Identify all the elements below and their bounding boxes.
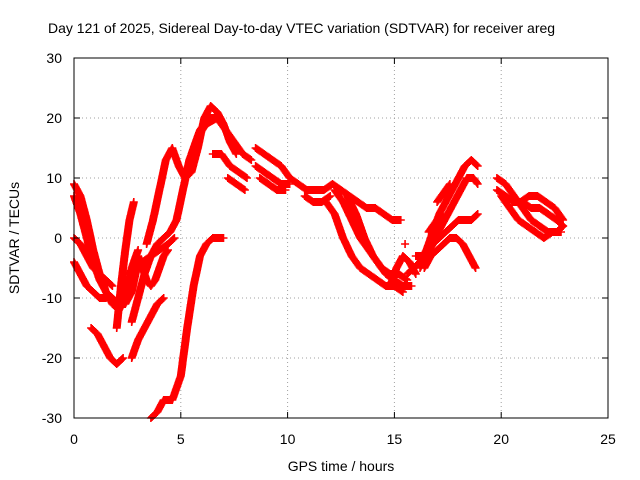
point-marks	[416, 210, 482, 272]
series-arc-33	[497, 192, 565, 242]
series-arc-15	[223, 174, 249, 194]
point-marks	[401, 240, 410, 248]
series-arc-24	[401, 240, 410, 248]
point-marks	[127, 294, 168, 362]
y-axis-label: SDTVAR / TECUs	[6, 182, 22, 294]
y-tick-label: 10	[46, 170, 62, 186]
point-marks	[300, 192, 335, 206]
series-arc-14	[208, 150, 251, 182]
series-arc-13	[187, 114, 256, 164]
series-arc-8	[127, 294, 168, 362]
x-axis-label: GPS time / hours	[288, 458, 395, 474]
series-arc-29	[424, 210, 446, 236]
series-arc-27	[416, 210, 482, 272]
series-arc-5	[87, 324, 128, 368]
x-tick-label: 10	[280, 431, 296, 447]
chart-title: Day 121 of 2025, Sidereal Day-to-day VTE…	[48, 20, 555, 36]
series-arc-19	[300, 192, 335, 206]
point-marks	[420, 234, 480, 272]
point-marks	[507, 192, 568, 224]
point-marks	[208, 150, 251, 182]
point-marks	[187, 114, 256, 164]
y-tick-label: 20	[46, 110, 62, 126]
y-tick-label: 0	[54, 230, 62, 246]
series-arc-6	[112, 198, 138, 332]
x-tick-label: 20	[493, 431, 509, 447]
x-tick-label: 5	[177, 431, 185, 447]
point-marks	[112, 198, 138, 332]
series-arc-17	[251, 162, 294, 188]
point-marks	[433, 180, 454, 206]
point-marks	[424, 210, 446, 236]
point-marks	[223, 174, 249, 194]
point-marks	[497, 192, 565, 242]
x-tick-label: 15	[387, 431, 403, 447]
point-marks	[134, 246, 172, 290]
data-points	[70, 102, 568, 422]
point-marks	[87, 324, 128, 368]
y-tick-label: -10	[42, 290, 62, 306]
series-arc-28	[420, 234, 480, 272]
x-tick-label: 25	[600, 431, 616, 447]
series-arc-10	[134, 246, 172, 290]
axis-ticks: 0 5 10 15 20 25 -30 -20 -10 0 10 20 30	[42, 50, 616, 447]
series-arc-18	[255, 174, 290, 194]
y-tick-label: -30	[42, 410, 62, 426]
point-marks	[255, 174, 290, 194]
x-tick-label: 0	[70, 431, 78, 447]
y-tick-label: 30	[46, 50, 62, 66]
series-arc-34	[507, 192, 568, 224]
series-arc-30	[433, 180, 454, 206]
y-tick-label: -20	[42, 350, 62, 366]
point-marks	[251, 162, 294, 188]
